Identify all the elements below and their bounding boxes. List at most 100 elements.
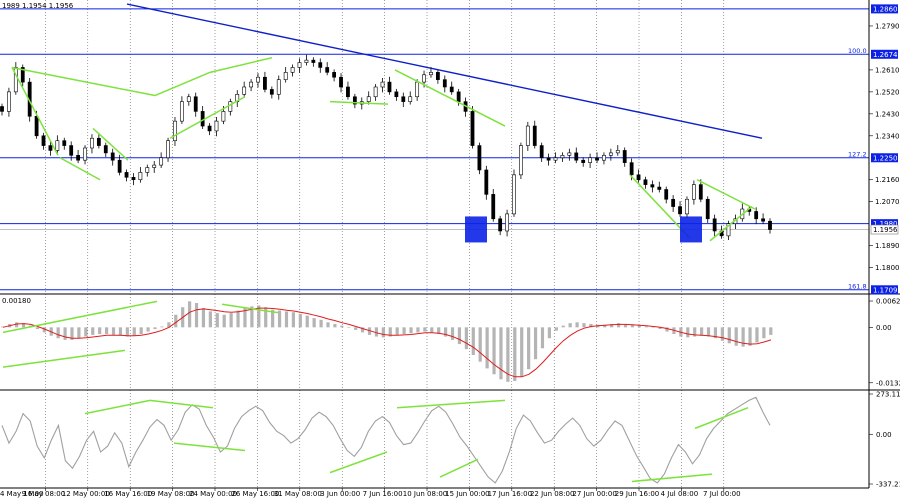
- candle-body: [332, 72, 337, 78]
- candle-body: [339, 76, 343, 88]
- divergence-line: [631, 473, 713, 483]
- candle-body: [380, 81, 385, 88]
- histogram-bar: [42, 327, 46, 333]
- histogram-bar: [360, 327, 365, 333]
- candle-body: [622, 150, 627, 163]
- time-tick-label: 7 Jul 00:00: [703, 490, 741, 498]
- candle-body: [394, 91, 399, 98]
- histogram-bar: [236, 310, 240, 328]
- candle-body: [726, 223, 731, 237]
- candle-body: [311, 59, 316, 63]
- candle-body: [263, 76, 267, 90]
- histogram-bar: [326, 322, 330, 328]
- candle-body: [491, 194, 496, 220]
- histogram-bar: [423, 327, 427, 332]
- histogram-bar: [464, 327, 468, 350]
- divergence-line: [11, 66, 156, 97]
- divergence-line: [439, 458, 479, 478]
- histogram-bar: [748, 327, 752, 346]
- candle-body: [145, 167, 150, 173]
- histogram-bar: [70, 327, 74, 340]
- histogram-bar: [111, 327, 116, 335]
- histogram-bar: [402, 327, 406, 335]
- histogram-bar: [644, 326, 648, 328]
- divergence-line: [169, 96, 246, 139]
- histogram-bar: [582, 323, 586, 328]
- candle-body: [318, 62, 323, 68]
- level-price-label: 1.2674: [873, 51, 898, 59]
- histogram-bars: [1, 301, 773, 382]
- histogram-bar: [21, 323, 26, 328]
- histogram-bar: [492, 327, 496, 375]
- level-price-label: 1.2250: [873, 154, 898, 162]
- divergence-line: [84, 399, 151, 415]
- divergence-line: [209, 56, 273, 74]
- price-tick-label: 1.2430: [875, 110, 900, 118]
- histogram-bar: [755, 327, 759, 343]
- histogram-bar: [354, 327, 358, 330]
- histogram-bar: [471, 327, 475, 355]
- time-tick-label: 10 Jun 08:00: [403, 490, 447, 498]
- candle-body: [131, 176, 136, 181]
- candle-body: [650, 184, 655, 188]
- histogram-bar: [430, 327, 434, 333]
- histogram-bar: [118, 327, 123, 336]
- candle-body: [221, 111, 226, 122]
- candle-body: [429, 72, 433, 76]
- histogram-bar: [444, 327, 448, 337]
- candle-body: [76, 155, 81, 161]
- time-tick-label: 17 Jun 16:00: [488, 490, 532, 498]
- candle-body: [83, 147, 87, 161]
- candle-body: [387, 81, 392, 93]
- histogram-bar: [229, 313, 233, 328]
- histogram-bar: [623, 323, 628, 328]
- price-panel: 100.0 127.2 161.8: [0, 0, 869, 488]
- time-tick-label: 27 Jun 00:00: [572, 490, 616, 498]
- candle-body: [179, 101, 184, 122]
- price-panel-header: 1989 1.1954 1.1956: [2, 2, 74, 10]
- divergence-line: [396, 399, 506, 409]
- histogram-bar: [457, 327, 462, 345]
- time-tick-label: 15 Jun 00:00: [445, 490, 489, 498]
- histogram-bar: [15, 322, 19, 328]
- histogram-bar: [139, 327, 143, 335]
- price-tick-label: 1.1800: [875, 264, 900, 272]
- candle-body: [470, 111, 475, 146]
- divergence-line: [709, 205, 753, 242]
- candle-body: [290, 67, 295, 73]
- candle-body: [588, 157, 593, 163]
- candle-body: [373, 86, 378, 98]
- histogram-bar: [437, 327, 441, 335]
- histogram-bar: [603, 324, 607, 328]
- divergence-line: [11, 67, 59, 156]
- histogram-bar: [561, 325, 565, 328]
- histogram-bar: [416, 327, 420, 333]
- histogram-bar: [340, 325, 344, 328]
- histogram-bar: [762, 327, 766, 339]
- histogram-bar: [174, 314, 178, 328]
- histogram-bar: [513, 327, 517, 381]
- histogram-bar: [153, 327, 157, 330]
- histogram-bar: [610, 323, 614, 328]
- price-tick-label: 1.2610: [875, 66, 900, 74]
- histogram-bar: [271, 309, 275, 328]
- candle-body: [636, 174, 641, 181]
- candle-body: [567, 152, 572, 156]
- histogram-bar: [284, 311, 289, 328]
- histogram-bar: [734, 327, 738, 346]
- candle-body: [602, 155, 606, 161]
- candle-body: [138, 172, 143, 181]
- candle-body: [698, 184, 703, 200]
- histogram-bar: [333, 323, 337, 328]
- candle-body: [671, 198, 676, 207]
- histogram-bar: [527, 327, 531, 370]
- divergence-line: [696, 179, 756, 210]
- candle-body: [449, 86, 454, 93]
- current-price-label: 1.1956: [873, 226, 898, 234]
- candle-body: [117, 159, 122, 173]
- candle-body: [546, 157, 551, 161]
- divergence-line: [221, 303, 279, 314]
- oscillator-axis: 273.1199 0.00 -337.2116: [869, 391, 900, 489]
- histogram-bar: [222, 314, 226, 328]
- candle-body: [512, 174, 516, 215]
